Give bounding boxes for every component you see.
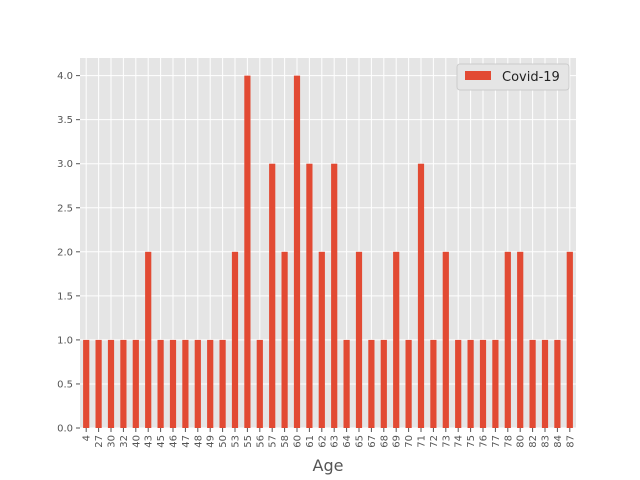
x-tick-label: 27 (94, 435, 105, 448)
x-tick-label: 76 (479, 435, 490, 448)
bar-age-83 (541, 339, 549, 428)
bars (83, 75, 573, 428)
x-tick-label: 32 (119, 435, 130, 448)
x-axis-title: Age (313, 456, 344, 475)
bar-age-80 (517, 251, 524, 428)
bar-age-69 (393, 251, 400, 428)
bar-age-27 (95, 339, 102, 428)
bar-age-62 (318, 251, 325, 428)
x-tick-label: 4 (82, 435, 93, 441)
bar-age-46 (169, 339, 177, 428)
bar-age-77 (492, 339, 499, 428)
x-tick-label: 43 (144, 435, 155, 448)
x-tick-label: 56 (255, 435, 266, 448)
y-tick-label: 3.5 (57, 115, 73, 126)
x-tick-label: 64 (342, 435, 353, 448)
bar-age-55 (244, 75, 251, 428)
y-tick-label: 2.5 (57, 203, 73, 214)
bar-age-50 (219, 339, 226, 428)
x-tick-label: 62 (317, 435, 328, 448)
x-tick-label: 83 (541, 435, 552, 448)
bar-age-32 (120, 339, 127, 428)
x-tick-label: 80 (516, 435, 527, 448)
x-tick-label: 68 (379, 435, 390, 448)
bar-age-73 (442, 251, 449, 428)
bar-age-61 (306, 163, 313, 428)
bar-age-30 (107, 339, 115, 428)
bar-age-58 (281, 251, 288, 428)
x-tick-label: 61 (305, 435, 316, 448)
x-tick-label: 84 (553, 435, 564, 448)
x-tick-label: 87 (565, 435, 576, 448)
x-tick-label: 50 (218, 435, 229, 448)
x-tick-label: 53 (231, 435, 242, 448)
bar-age-4 (83, 339, 90, 428)
x-tick-label: 40 (131, 435, 142, 448)
bar-age-70 (405, 339, 412, 428)
y-tick-label: 1.5 (57, 291, 73, 302)
bar-age-84 (554, 339, 561, 428)
x-tick-label: 65 (355, 435, 366, 448)
legend: Covid-19 (456, 63, 570, 91)
x-tick-label: 55 (243, 435, 254, 448)
plot-area (80, 58, 576, 428)
x-tick-label: 72 (429, 435, 440, 448)
x-tick-label: 77 (491, 435, 502, 448)
legend-box (456, 63, 570, 91)
bar-age-56 (256, 339, 263, 428)
bar-age-49 (207, 339, 214, 428)
x-tick-label: 63 (330, 435, 341, 448)
bar-age-57 (269, 163, 276, 428)
x-tick-label: 46 (169, 435, 180, 448)
legend-swatch (465, 71, 491, 80)
y-axis-ticks: 0.0 0.5 1.0 1.5 2.0 2.5 3.0 3.5 4.0 (57, 71, 80, 435)
x-tick-label: 49 (206, 435, 217, 448)
x-tick-label: 58 (280, 435, 291, 448)
y-tick-label: 2.0 (57, 247, 73, 258)
bar-age-87 (566, 251, 573, 428)
x-tick-label: 78 (503, 435, 514, 448)
bar-age-63 (331, 163, 338, 428)
bar-age-45 (157, 339, 164, 428)
bar-age-53 (231, 251, 239, 428)
bar-age-48 (194, 339, 201, 428)
x-tick-label: 74 (454, 435, 465, 448)
x-tick-label: 48 (193, 435, 204, 448)
x-tick-label: 71 (417, 435, 428, 448)
x-tick-label: 67 (367, 435, 378, 448)
x-tick-label: 75 (466, 435, 477, 448)
bar-age-71 (417, 163, 425, 428)
x-tick-label: 73 (441, 435, 452, 448)
bar-age-60 (293, 75, 301, 428)
x-tick-label: 69 (392, 435, 403, 448)
x-tick-label: 82 (528, 435, 539, 448)
bar-age-40 (132, 339, 139, 428)
bar-age-82 (529, 339, 536, 428)
bar-age-68 (380, 339, 387, 428)
bar-age-43 (145, 251, 152, 428)
y-tick-label: 1.0 (57, 335, 73, 346)
bar-age-72 (430, 339, 437, 428)
bar-age-78 (504, 251, 511, 428)
legend-label: Covid-19 (502, 70, 560, 85)
y-tick-label: 0.5 (57, 379, 73, 390)
x-tick-label: 57 (268, 435, 279, 448)
bar-age-67 (368, 339, 375, 428)
x-tick-label: 70 (404, 435, 415, 448)
x-tick-label: 60 (293, 435, 304, 448)
x-tick-label: 47 (181, 435, 192, 448)
bar-age-74 (455, 339, 462, 428)
x-tick-label: 30 (107, 435, 118, 448)
bar-age-75 (467, 339, 474, 428)
x-axis-ticks: 4 27 30 32 40 43 45 46 47 48 49 50 53 55 56 57 58 60 61 62 6… (82, 428, 576, 448)
bar-age-65 (355, 251, 363, 428)
bar-age-76 (479, 339, 487, 428)
bar-age-47 (182, 339, 189, 428)
bar-age-64 (343, 339, 350, 428)
y-tick-label: 3.0 (57, 159, 73, 170)
y-tick-label: 0.0 (57, 424, 73, 435)
x-tick-label: 45 (156, 435, 167, 448)
y-tick-label: 4.0 (57, 71, 73, 82)
